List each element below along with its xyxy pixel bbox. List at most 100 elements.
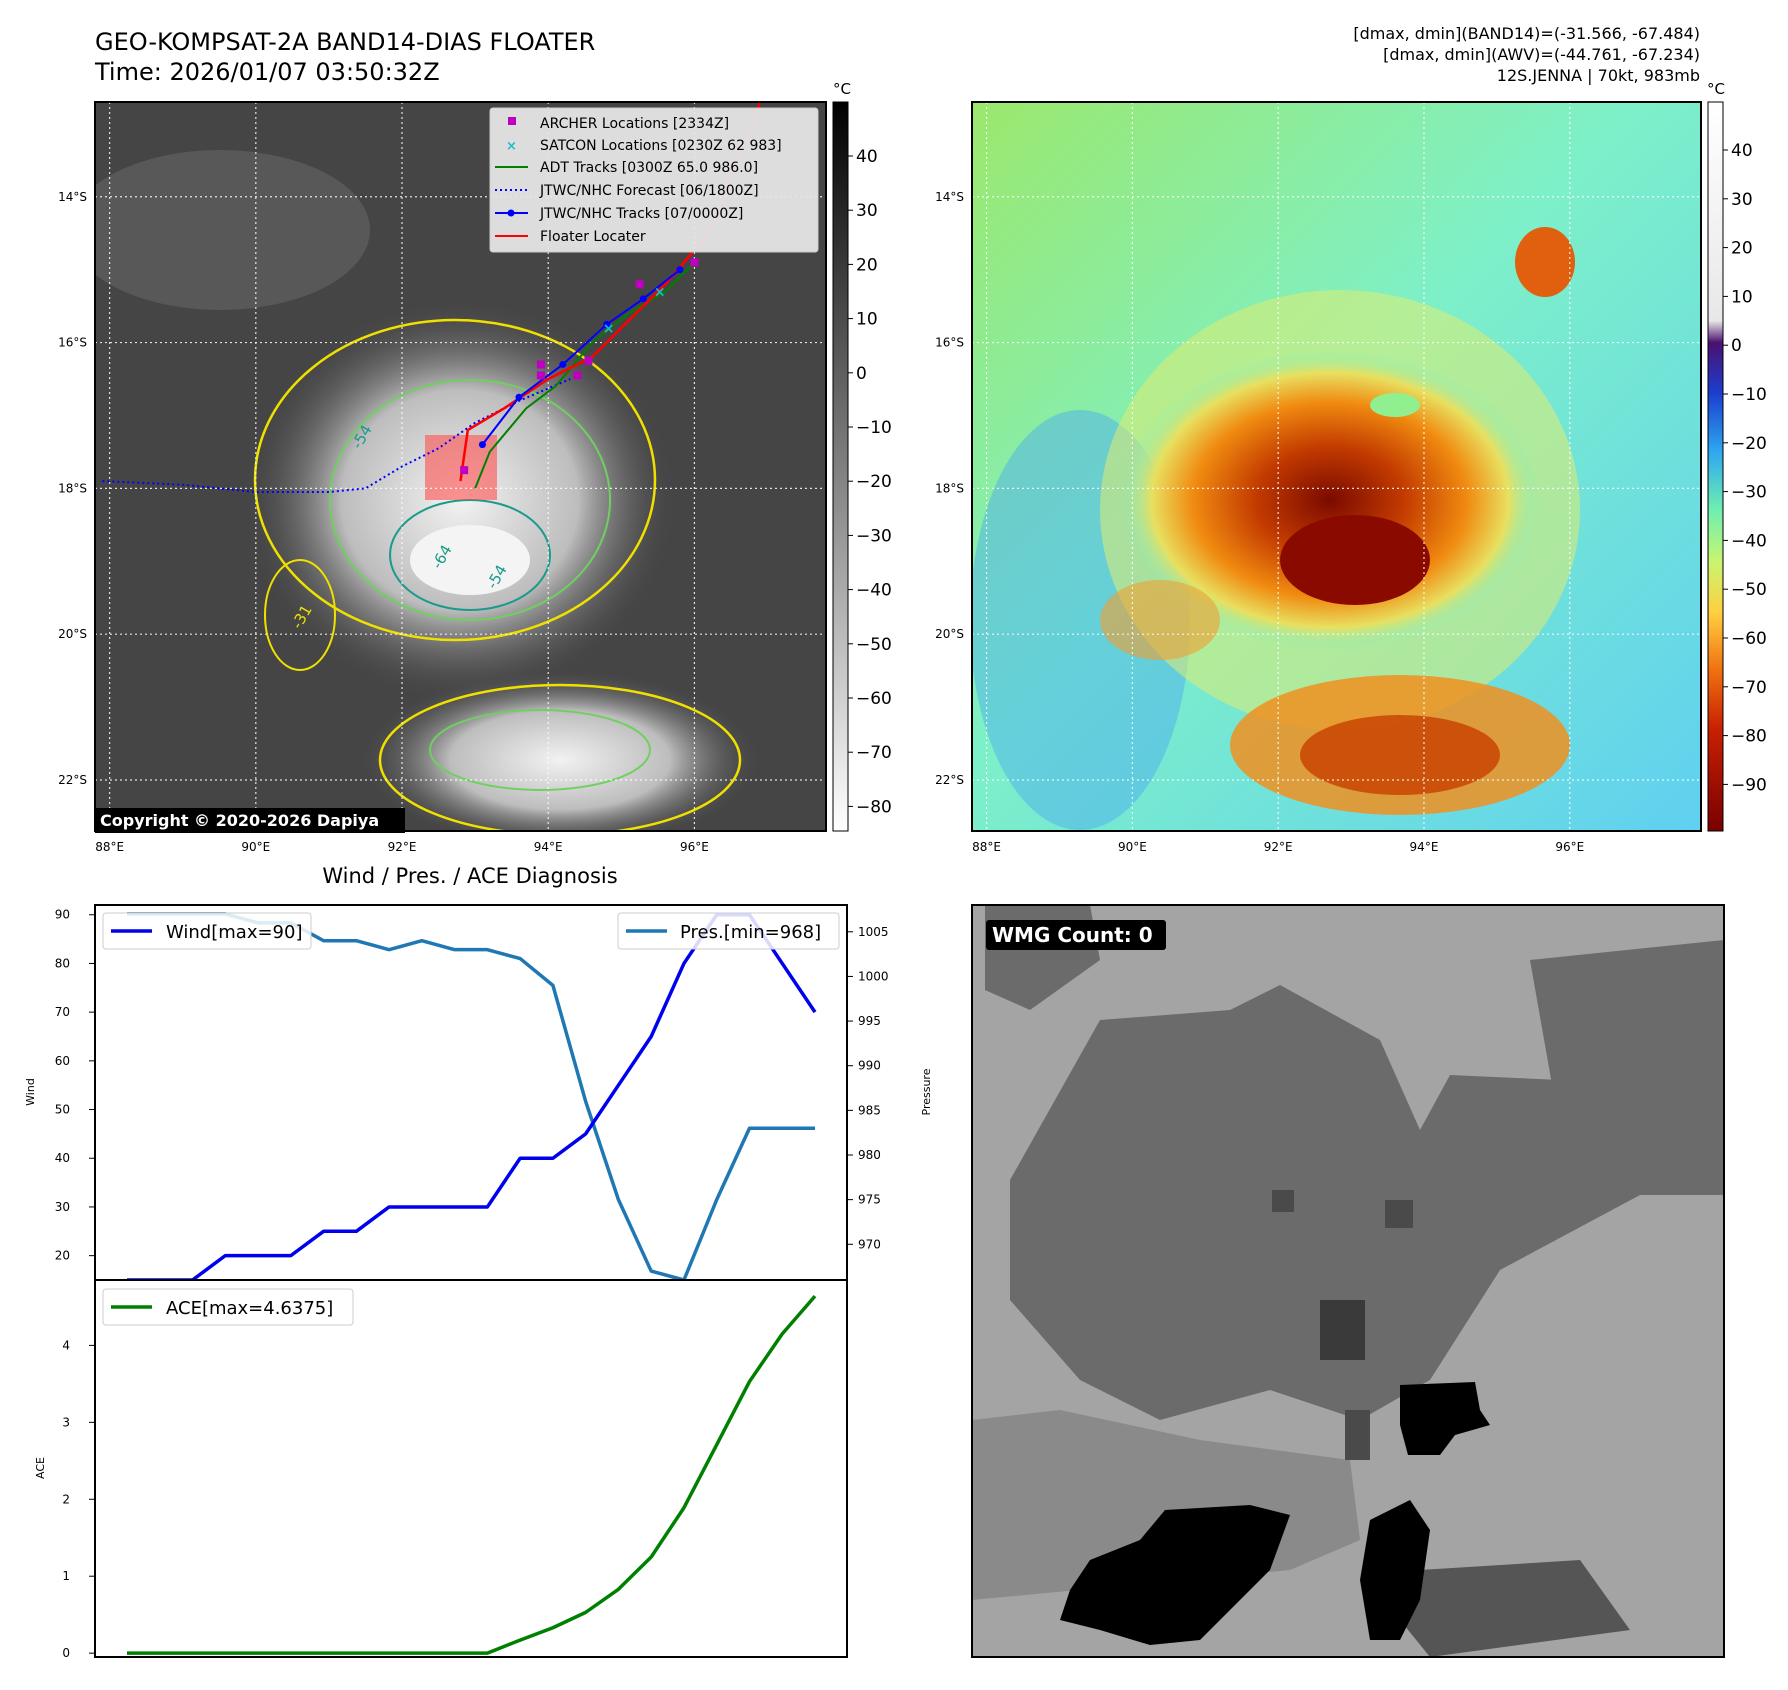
archer-point (635, 280, 644, 289)
colorbar-tick-label: −20 (1731, 434, 1767, 454)
wind-tick-label: 50 (55, 1103, 70, 1117)
colorbar-tick-label: −30 (856, 526, 892, 546)
lat-tick-label: 22°S (58, 773, 87, 787)
ace-tick-label: 1 (62, 1569, 70, 1583)
ace-tick-label: 4 (62, 1338, 70, 1352)
contour-outer (253, 318, 657, 642)
copyright-box (95, 808, 405, 833)
wmg-region-dark (1010, 985, 1724, 1420)
wmg-black-cell-north (1400, 1382, 1490, 1455)
map-legend: ARCHER Locations [2334Z] × SATCON Locati… (489, 107, 819, 253)
colorbar-tick-label: −70 (856, 743, 892, 763)
lon-tick-label: 88°E (972, 840, 1001, 854)
pressure-tick-label: 1000 (858, 969, 889, 983)
lat-tick-label: 14°S (58, 190, 87, 204)
wmg-region-dark-south (1400, 1560, 1630, 1657)
lon-tick-label: 90°E (241, 840, 270, 854)
track-swatch-dot (507, 209, 515, 217)
jtwc-track-point (559, 360, 567, 368)
plot-frame (94, 904, 848, 1281)
colorbar-ticks: 40 30 20 10 0 −10 −20 −30 −40 −50 −60 −70 −80 (848, 147, 892, 817)
lat-tick-label: 18°S (58, 481, 87, 495)
diagnosis-title: Wind / Pres. / ACE Diagnosis (322, 864, 617, 888)
legend-item: ARCHER Locations [2334Z] (540, 116, 729, 132)
map-frame (94, 101, 827, 832)
plot-frame (94, 1279, 848, 1658)
colorbar-tick-label: 30 (1731, 190, 1753, 210)
info-band14-range: [dmax, dmin](BAND14)=(-31.566, -67.484) (1353, 24, 1700, 43)
wind-tick-label: 20 (55, 1249, 70, 1263)
satcon-point: × (603, 321, 615, 337)
colorbar-tick-label: −80 (1731, 727, 1767, 747)
wind-legend: Wind[max=90] (102, 912, 312, 950)
wmg-black-cell-east (1360, 1500, 1430, 1640)
colorbar-tick-label: −60 (856, 689, 892, 709)
colorbar-tick-label: −90 (1731, 775, 1767, 795)
lon-tick-label: 96°E (680, 840, 709, 854)
lon-tick-label: 88°E (95, 840, 124, 854)
color-ir-cell-ne (1515, 227, 1575, 297)
contour-southwest (264, 559, 336, 671)
ace-line (127, 1295, 817, 1655)
wmg-cell (1385, 1200, 1413, 1228)
wind-legend-label: Wind[max=90] (166, 922, 303, 943)
colorbar-unit: °C (833, 80, 851, 98)
panel-wmg: WMG Count: 0 (971, 904, 1725, 1658)
lon-tick-label: 90°E (1118, 840, 1147, 854)
jtwc-track-point (515, 393, 523, 401)
wind-tick-label: 80 (55, 956, 70, 970)
wind-tick-label: 90 (55, 908, 70, 922)
jtwc-track-line (481, 268, 681, 446)
jtwc-track-point (478, 441, 486, 449)
wind-axis: 20 30 40 50 60 70 80 90 (55, 908, 95, 1263)
wmg-count-label: WMG Count: 0 (992, 923, 1153, 947)
contour-south (378, 683, 742, 831)
adt-track-line (474, 261, 696, 489)
colorbar-tick-label: −10 (856, 418, 892, 438)
pressure-axis: 970 975 980 985 990 995 1000 1005 (847, 925, 889, 1251)
lon-tick-label: 92°E (388, 840, 417, 854)
panel-color-ir: 88°E 90°E 92°E 94°E 96°E 14°S 16°S 18°S 20°S 22°S… (935, 80, 1767, 854)
wmg-cell (1320, 1300, 1365, 1360)
ace-legend-label: ACE[max=4.6375] (166, 1298, 333, 1319)
contour-mid (329, 379, 611, 621)
figure-time: Time: 2026/01/07 03:50:32Z (94, 58, 440, 86)
colorbar-ticks: 40 30 20 10 0 −10 −20 −30 −40 −50 −60 −70 −80 −90 (1723, 141, 1767, 795)
lon-tick-label: 96°E (1555, 840, 1584, 854)
colorbar-tick-label: −50 (1731, 580, 1767, 600)
colorbar-gray (832, 101, 849, 832)
jtwc-track-point (639, 295, 647, 303)
lat-tick-label: 18°S (935, 481, 964, 495)
wmg-cell (1345, 1410, 1370, 1460)
color-ir-eye-moat (1370, 393, 1420, 417)
pressure-tick-label: 995 (858, 1014, 881, 1028)
lon-tick-label: 92°E (1264, 840, 1293, 854)
copyright-text: Copyright © 2020-2026 Dapiya (100, 811, 379, 830)
wmg-cell (1272, 1190, 1294, 1212)
color-ir-rainband-sw (1100, 580, 1220, 660)
colorbar-tick-label: 30 (856, 201, 878, 221)
lon-tick-label: 94°E (1410, 840, 1439, 854)
colorbar-tick-label: −70 (1731, 678, 1767, 698)
map-ticks: 88°E 90°E 92°E 94°E 96°E 14°S 16°S 18°S 20°S 22°S (935, 190, 1584, 854)
legend-item: SATCON Locations [0230Z 62 983] (540, 138, 782, 154)
ace-tick-label: 0 (62, 1646, 70, 1660)
panel-grayscale-ir: -54 -64 -54 -31 ×× 88°E 90°E 92°E 94°E 96°E1… (58, 80, 892, 854)
colorbar-tick-label: −10 (1731, 385, 1767, 405)
pressure-axis-label: Pressure (920, 1068, 933, 1115)
legend-item: JTWC/NHC Forecast [06/1800Z] (539, 183, 759, 199)
colorbar-tick-label: 10 (856, 310, 878, 330)
colorbar-tick-label: −40 (856, 581, 892, 601)
lon-tick-label: 94°E (534, 840, 563, 854)
wind-axis-label: Wind (24, 1078, 37, 1106)
lat-tick-label: 20°S (935, 627, 964, 641)
legend-item: JTWC/NHC Tracks [07/0000Z] (539, 206, 743, 222)
wind-tick-label: 70 (55, 1005, 70, 1019)
wind-tick-label: 40 (55, 1151, 70, 1165)
archer-point (536, 371, 545, 380)
pressure-tick-label: 990 (858, 1059, 881, 1073)
jtwc-track-point (676, 266, 684, 274)
pressure-tick-label: 970 (858, 1237, 881, 1251)
satcon-point: × (654, 285, 666, 301)
pressure-tick-label: 985 (858, 1103, 881, 1117)
